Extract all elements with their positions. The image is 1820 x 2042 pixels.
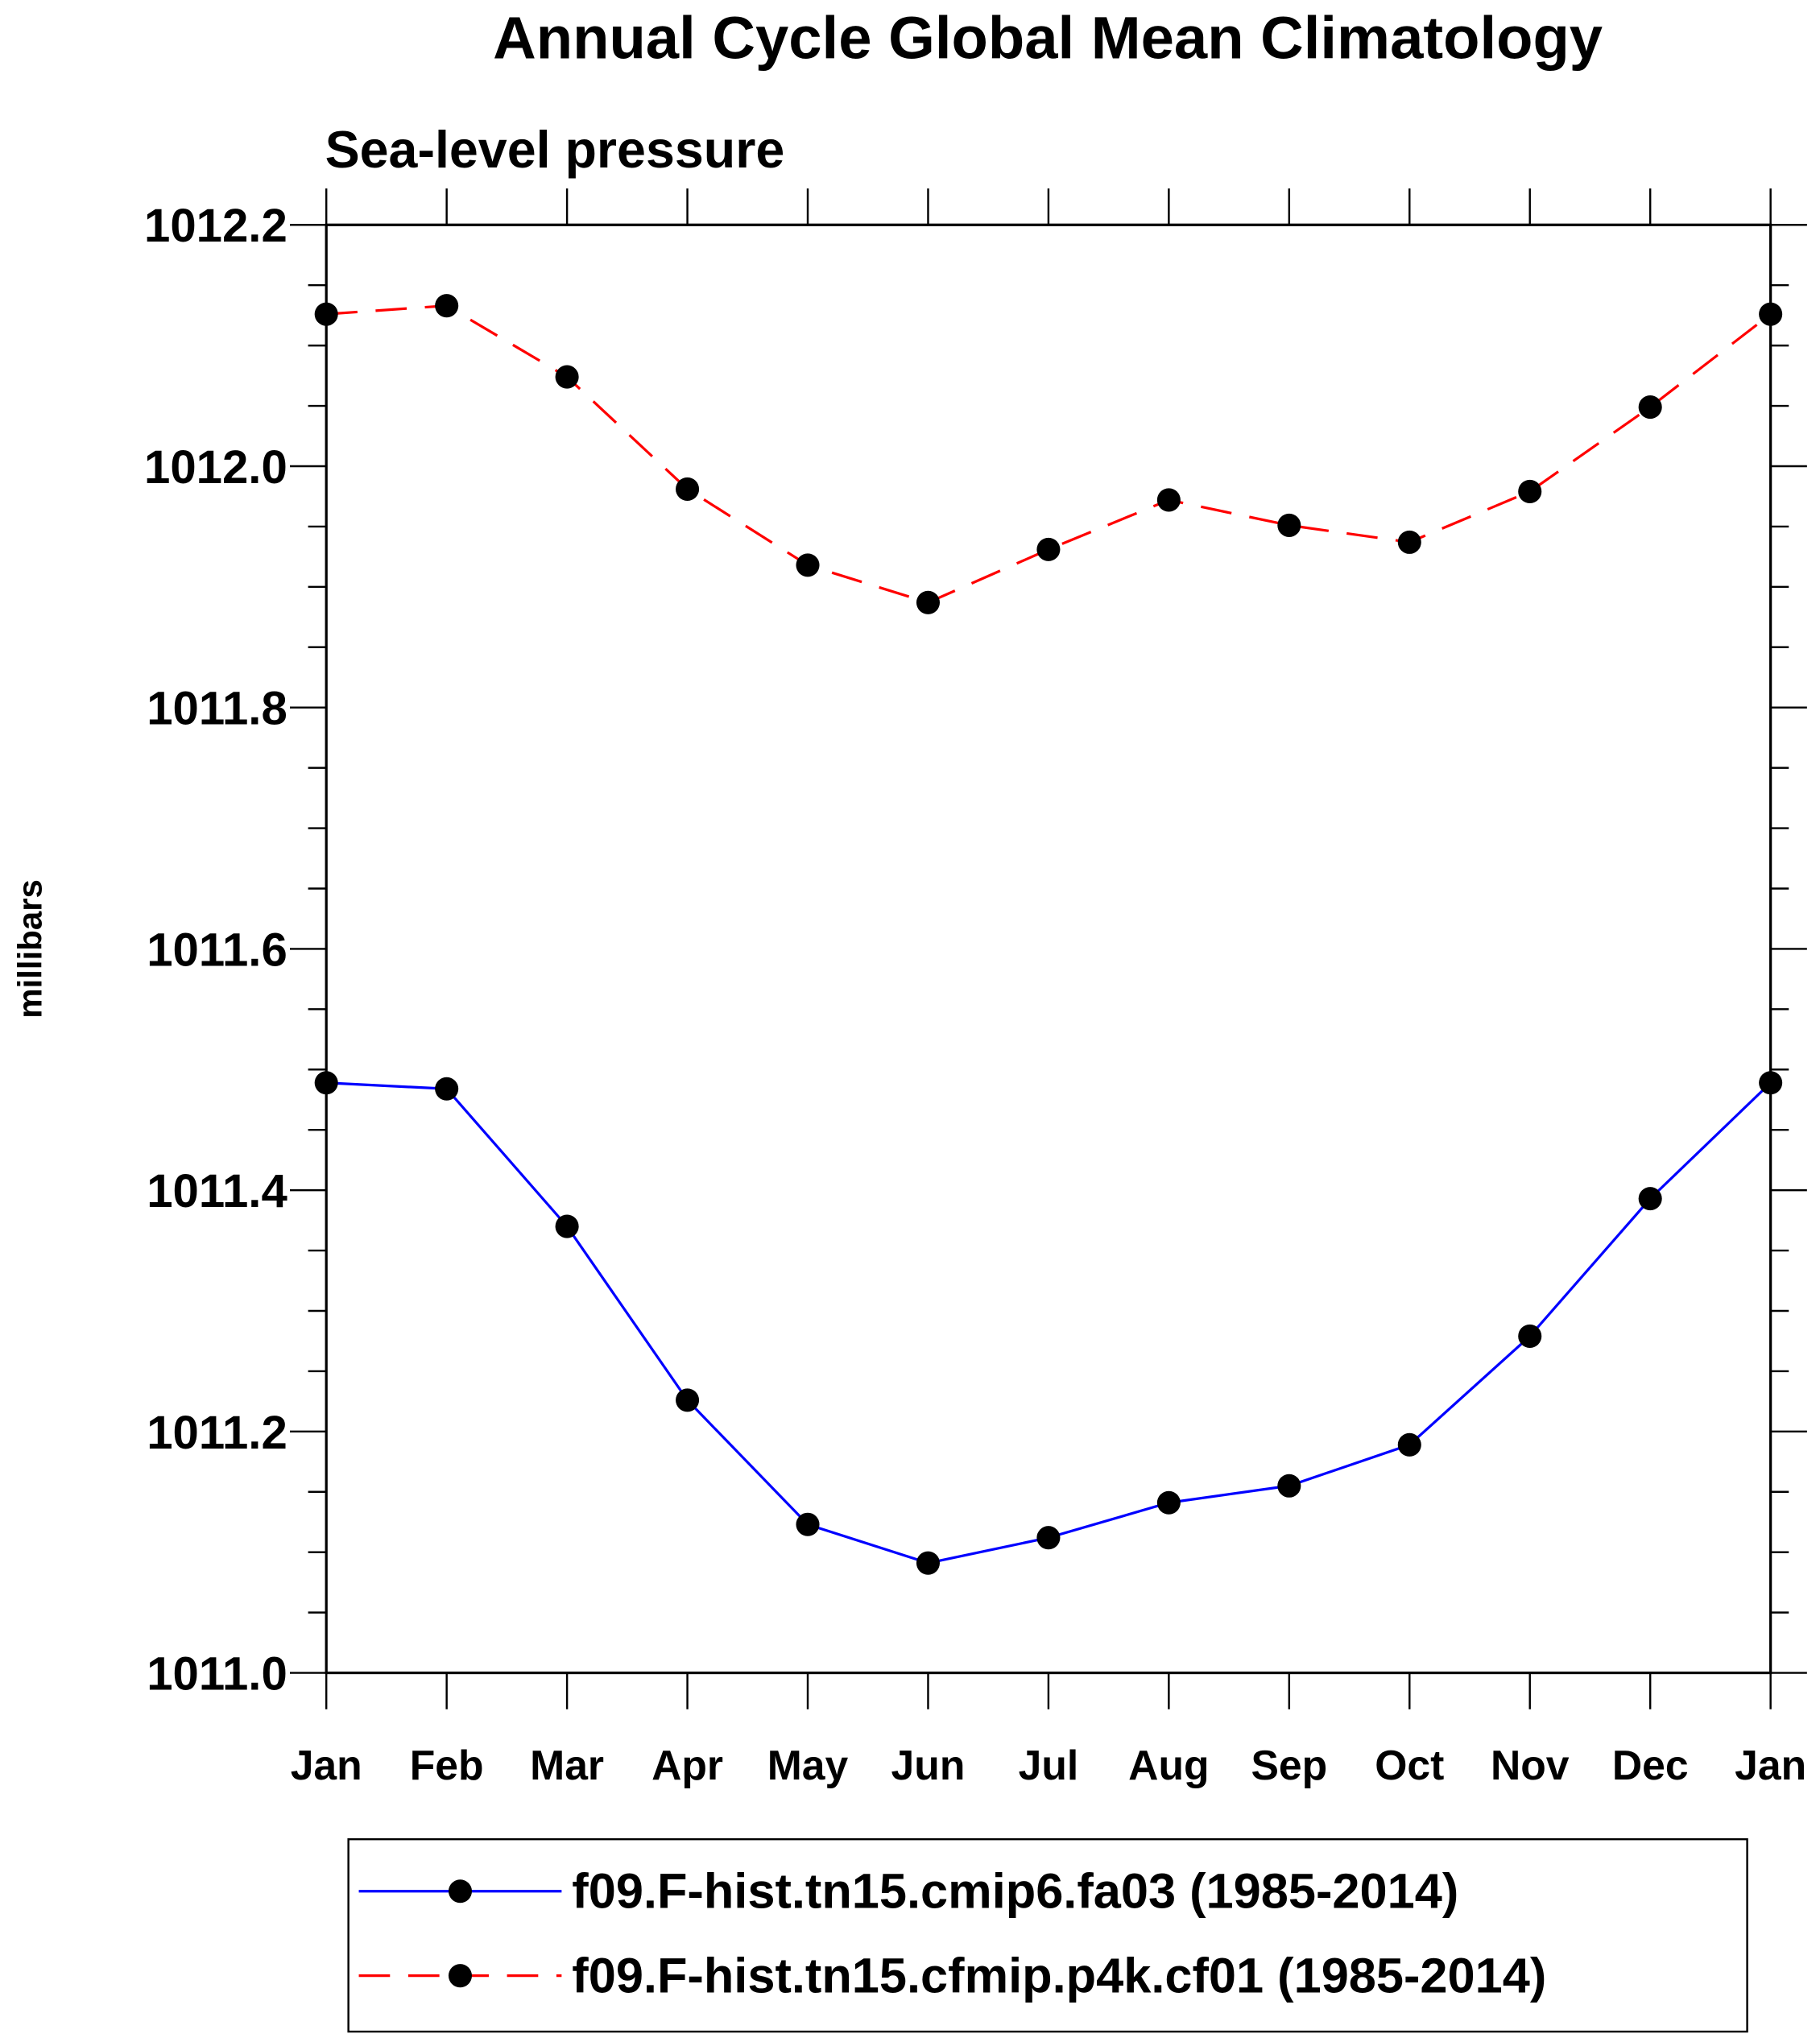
data-point	[1397, 530, 1421, 554]
x-tick-label: Feb	[410, 1742, 484, 1788]
x-tick-label: Jul	[1019, 1742, 1079, 1788]
x-tick-label: Apr	[651, 1742, 723, 1788]
y-tick-label: 1011.6	[147, 924, 287, 976]
y-axis-label: millibars	[11, 879, 49, 1019]
data-point	[1638, 395, 1662, 420]
data-point	[1518, 1324, 1542, 1348]
data-point	[1518, 479, 1542, 503]
x-tick-label: Aug	[1128, 1742, 1209, 1788]
data-point	[796, 1512, 820, 1536]
x-tick-label: May	[767, 1742, 849, 1788]
data-point	[1156, 488, 1181, 512]
legend-box	[347, 1837, 1748, 2033]
chart-title: Annual Cycle Global Mean Climatology	[493, 5, 1603, 72]
x-tick-label: Sep	[1251, 1742, 1327, 1788]
legend-marker	[448, 1964, 472, 1988]
x-tick-label: Dec	[1612, 1742, 1689, 1788]
chart-subtitle: Sea-level pressure	[325, 121, 785, 179]
data-point	[1156, 1490, 1181, 1515]
legend-marker	[448, 1879, 472, 1904]
y-tick-label: 1011.8	[147, 683, 287, 735]
data-point	[916, 590, 940, 614]
x-tick-label: Jun	[891, 1742, 966, 1788]
data-point	[1638, 1187, 1662, 1211]
data-point	[1397, 1432, 1421, 1457]
x-tick-label: Nov	[1491, 1742, 1570, 1788]
x-tick-label: Oct	[1375, 1742, 1444, 1788]
legend-label: f09.F-hist.tn15.cmip6.fa03 (1985-2014)	[572, 1863, 1458, 1919]
data-point	[1036, 537, 1061, 561]
data-point	[1277, 513, 1301, 537]
x-tick-label: Jan	[291, 1742, 362, 1788]
data-point	[676, 1388, 700, 1412]
data-point	[1036, 1526, 1061, 1550]
plot-frame	[325, 223, 1772, 1675]
y-tick-label: 1012.0	[144, 441, 287, 494]
data-point	[916, 1551, 940, 1575]
y-tick-label: 1011.2	[147, 1407, 287, 1459]
legend-label: f09.F-hist.tn15.cfmip.p4k.cf01 (1985-201…	[572, 1948, 1546, 2003]
data-point	[1759, 1071, 1783, 1095]
y-tick-label: 1012.2	[144, 200, 287, 252]
data-point	[435, 294, 459, 318]
y-tick-label: 1011.4	[147, 1165, 287, 1217]
data-point	[314, 302, 338, 326]
data-point	[1759, 302, 1783, 326]
data-point	[314, 1071, 338, 1095]
series-line-0	[326, 1081, 1772, 1565]
data-point	[555, 365, 579, 389]
data-point	[1277, 1474, 1301, 1498]
data-point	[555, 1214, 579, 1238]
y-tick-label: 1011.0	[147, 1648, 287, 1701]
x-tick-label: Jan	[1735, 1742, 1806, 1788]
data-point	[676, 477, 700, 501]
x-tick-label: Mar	[530, 1742, 604, 1788]
data-point	[435, 1077, 459, 1101]
data-point	[796, 553, 820, 577]
